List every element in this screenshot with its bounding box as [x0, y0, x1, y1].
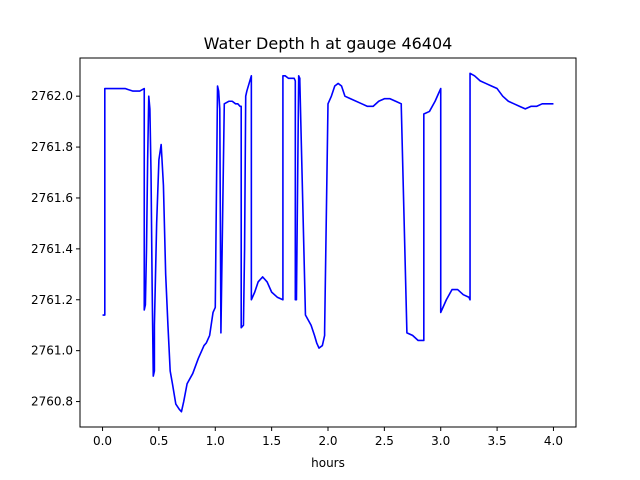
- x-tick-label: 0.0: [93, 434, 112, 448]
- y-tick-label: 2760.8: [31, 395, 73, 409]
- x-tick-label: 0.5: [149, 434, 168, 448]
- x-tick-label: 3.0: [431, 434, 450, 448]
- x-tick-label: 3.5: [488, 434, 507, 448]
- x-tick-label: 1.5: [262, 434, 281, 448]
- x-tick-label: 2.0: [318, 434, 337, 448]
- y-tick-label: 2761.6: [31, 191, 73, 205]
- y-tick-label: 2761.8: [31, 140, 73, 154]
- y-tick-label: 2761.2: [31, 293, 73, 307]
- x-tick-label: 2.5: [375, 434, 394, 448]
- x-tick-label: 1.0: [206, 434, 225, 448]
- x-axis: 0.0 0.5 1.0 1.5 2.0 2.5 3.0 3.5 4.0: [93, 427, 563, 448]
- y-tick-label: 2762.0: [31, 89, 73, 103]
- y-tick-label: 2761.4: [31, 242, 73, 256]
- y-tick-label: 2761.0: [31, 344, 73, 358]
- x-tick-label: 4.0: [544, 434, 563, 448]
- depth-series-line: [102, 72, 554, 413]
- y-axis: 2760.8 2761.0 2761.2 2761.4 2761.6 2761.8 2762…: [31, 89, 80, 409]
- chart-title: Water Depth h at gauge 46404: [204, 34, 453, 53]
- x-axis-label: hours: [311, 456, 345, 470]
